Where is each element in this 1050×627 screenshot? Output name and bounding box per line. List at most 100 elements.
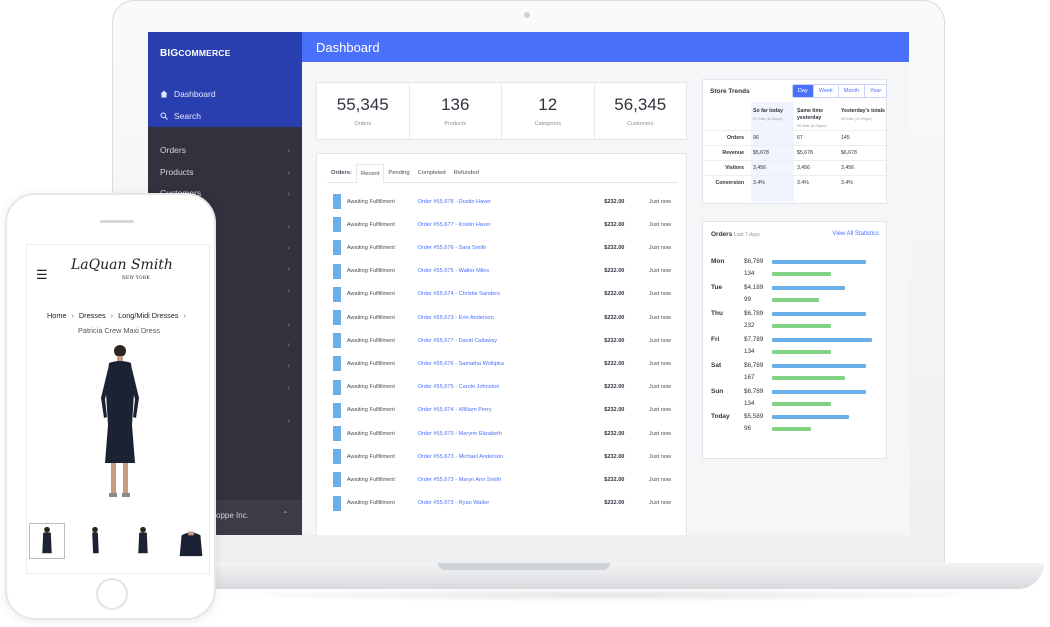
order-time: Just now bbox=[648, 500, 671, 507]
today-column-highlight bbox=[751, 102, 794, 202]
order-link[interactable]: Order #55,673 - Michael Anderson bbox=[417, 453, 504, 460]
sidebar-item[interactable]: › bbox=[160, 285, 290, 295]
breadcrumb: Home › Dresses › Long/Midi Dresses › bbox=[27, 311, 209, 320]
order-time: Just now bbox=[648, 221, 671, 228]
sidebar-item[interactable]: › bbox=[160, 382, 290, 392]
thumbnail[interactable] bbox=[77, 523, 113, 559]
orders-tabs-label: Orders: bbox=[331, 169, 352, 176]
table-row[interactable]: Awaiting Fulfillment Order #55,673 - Mary… bbox=[333, 422, 671, 445]
trend-value: 3.4% bbox=[841, 180, 853, 186]
table-row[interactable]: Awaiting Fulfillment Order #55,673 - Ryan… bbox=[333, 492, 671, 515]
day-label: Tue bbox=[711, 283, 723, 291]
sidebar-item[interactable]: › bbox=[160, 242, 290, 252]
order-link[interactable]: Order #55,676 - Samatha Woltipka bbox=[417, 360, 504, 367]
chevron-right-icon: › bbox=[287, 339, 290, 349]
order-status: Awaiting Fulfillment bbox=[346, 314, 395, 321]
order-link[interactable]: Order #55,676 - Sara Smith bbox=[417, 244, 487, 251]
sidebar-item[interactable]: › bbox=[160, 263, 290, 273]
tab-day[interactable]: Day bbox=[793, 85, 814, 97]
menu-icon[interactable]: ☰ bbox=[36, 267, 48, 282]
table-row[interactable]: Awaiting Fulfillment Order #55,676 - Sama… bbox=[333, 352, 671, 375]
table-row[interactable]: Awaiting Fulfillment Order #55,675 - Caro… bbox=[333, 376, 671, 399]
tab-refunded[interactable]: Refunded bbox=[453, 169, 479, 176]
sidebar-item-products[interactable]: Products › bbox=[160, 167, 290, 177]
stat-value: 12 bbox=[538, 95, 558, 114]
product-image[interactable] bbox=[87, 343, 153, 503]
stat-customers[interactable]: 56,345 Customers bbox=[595, 83, 687, 139]
table-row[interactable]: Awaiting Fulfillment Order #55,677 - Kris… bbox=[333, 213, 671, 236]
bigcommerce-logo[interactable]: BIGCOMMERCE bbox=[160, 48, 231, 59]
breadcrumb-long-midi-dresses[interactable]: Long/Midi Dresses bbox=[118, 311, 179, 320]
sidebar-item[interactable]: › bbox=[160, 319, 290, 329]
logo-rest: COMMERCE bbox=[178, 48, 231, 58]
trend-row: Revenue $5,678 $5,678 $6,678 bbox=[703, 145, 888, 160]
order-link[interactable]: Order #55,675 - Walter Miles bbox=[417, 268, 490, 275]
sidebar-item[interactable]: › bbox=[160, 221, 290, 231]
sidebar-link-dashboard[interactable]: Dashboard bbox=[160, 89, 216, 99]
table-row[interactable]: Awaiting Fulfillment Order #55,675 - Walt… bbox=[333, 260, 671, 283]
order-link[interactable]: Order #55,674 - Christie Sanders bbox=[417, 291, 500, 298]
chevron-up-icon[interactable]: ⌃ bbox=[282, 510, 289, 519]
stat-value: 55,345 bbox=[336, 95, 389, 114]
order-amount: $232.00 bbox=[604, 291, 625, 298]
table-row[interactable]: Awaiting Fulfillment Order #55,674 - Chri… bbox=[333, 283, 671, 306]
thumbnail[interactable] bbox=[125, 523, 161, 559]
revenue-bar bbox=[772, 415, 849, 420]
stat-categories[interactable]: 12 Categories bbox=[502, 83, 595, 139]
trend-value: 3.4% bbox=[753, 180, 765, 186]
thumbnail[interactable] bbox=[173, 523, 209, 559]
brand-logo-subtitle: NEW YORK bbox=[122, 276, 150, 281]
table-row[interactable]: Awaiting Fulfillment Order #55,678 - Dust… bbox=[333, 190, 671, 213]
view-all-statistics-link[interactable]: View All Statistics bbox=[832, 231, 879, 237]
column-header-label: So far today bbox=[753, 108, 783, 114]
order-link[interactable]: Order #55,673 - Marynn Elizabeth bbox=[417, 430, 502, 437]
sidebar-item-orders[interactable]: Orders › bbox=[160, 145, 290, 155]
period-tabs: Day Week Month Year bbox=[792, 84, 888, 98]
order-link[interactable]: Order #55,677 - Kristin Haver bbox=[417, 221, 491, 228]
day-orders: 134 bbox=[744, 347, 755, 355]
trend-value: 3,456 bbox=[753, 165, 766, 171]
order-link[interactable]: Order #55,673 - Ryan Walter bbox=[417, 500, 490, 507]
revenue-bar bbox=[772, 311, 866, 316]
laptop-shadow bbox=[200, 588, 1020, 602]
sidebar-item[interactable]: › bbox=[160, 339, 290, 349]
table-row[interactable]: Awaiting Fulfillment Order #55,673 - Erin… bbox=[333, 306, 671, 329]
tab-completed[interactable]: Completed bbox=[417, 169, 446, 176]
tab-year[interactable]: Year bbox=[865, 85, 887, 97]
sidebar-item[interactable]: › bbox=[160, 360, 290, 370]
home-button[interactable] bbox=[96, 578, 128, 610]
sidebar-item[interactable]: › bbox=[160, 415, 290, 425]
day-orders: 232 bbox=[744, 321, 755, 329]
order-link[interactable]: Order #55,674 - William Perry bbox=[417, 407, 492, 414]
table-row[interactable]: Awaiting Fulfillment Order #55,673 - Mary… bbox=[333, 468, 671, 491]
order-status: Awaiting Fulfillment bbox=[346, 360, 395, 367]
trend-value: 3,456 bbox=[841, 165, 854, 171]
tab-week[interactable]: Week bbox=[813, 85, 839, 97]
chevron-right-icon: › bbox=[71, 311, 74, 320]
breadcrumb-dresses[interactable]: Dresses bbox=[78, 311, 106, 320]
tab-recent[interactable]: Recent bbox=[355, 163, 385, 183]
chevron-right-icon: › bbox=[287, 145, 290, 155]
order-link[interactable]: Order #55,677 - David Callaway bbox=[417, 337, 498, 344]
order-link[interactable]: Order #55,673 - Maryn Ann Smith bbox=[417, 476, 502, 483]
order-link[interactable]: Order #55,675 - Carole Johnston bbox=[417, 384, 500, 391]
column-header: So far today 07 Mar (6:26pm) bbox=[753, 108, 797, 122]
thumbnail[interactable] bbox=[29, 523, 65, 559]
breadcrumb-home[interactable]: Home bbox=[47, 311, 67, 320]
order-time: Just now bbox=[648, 384, 671, 391]
brand-logo[interactable]: LaQuan Smith bbox=[71, 257, 173, 273]
store-trends-panel: Store Trends Day Week Month Year So far … bbox=[702, 79, 888, 204]
order-link[interactable]: Order #55,678 - Dustin Haver bbox=[417, 198, 491, 205]
tab-month[interactable]: Month bbox=[838, 85, 866, 97]
table-row[interactable]: Awaiting Fulfillment Order #55,673 - Mich… bbox=[333, 445, 671, 468]
stat-orders[interactable]: 55,345 Orders bbox=[317, 83, 410, 139]
tab-pending[interactable]: Pending bbox=[388, 169, 410, 176]
chevron-right-icon: › bbox=[287, 242, 290, 252]
table-row[interactable]: Awaiting Fulfillment Order #55,674 - Will… bbox=[333, 399, 671, 422]
order-link[interactable]: Order #55,673 - Erin Anderson bbox=[417, 314, 494, 321]
sidebar-link-search[interactable]: Search bbox=[160, 111, 201, 121]
column-header-date: 06 Mar (6:26pm) bbox=[797, 123, 827, 128]
table-row[interactable]: Awaiting Fulfillment Order #55,676 - Sara… bbox=[333, 236, 671, 259]
stat-products[interactable]: 136 Products bbox=[410, 83, 502, 139]
table-row[interactable]: Awaiting Fulfillment Order #55,677 - Davi… bbox=[333, 329, 671, 352]
